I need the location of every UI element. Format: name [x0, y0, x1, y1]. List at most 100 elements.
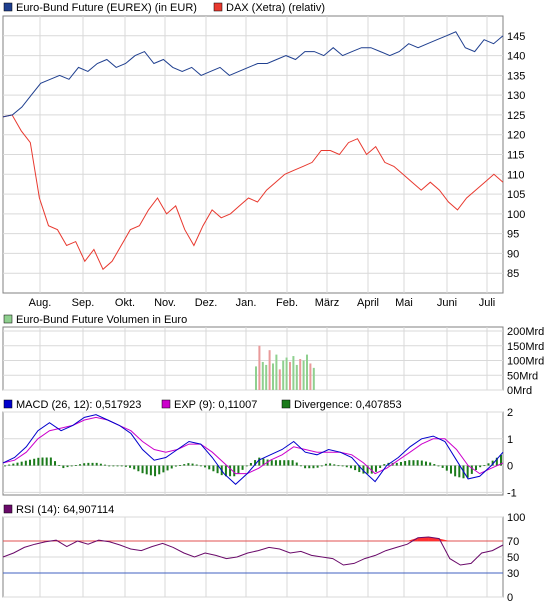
divergence-bar — [24, 460, 27, 466]
divergence-bar — [470, 465, 473, 474]
rsi-overbought-fill — [407, 537, 418, 541]
divergence-bar — [274, 460, 277, 466]
legend-label-exp: EXP (9): 0,11007 — [174, 399, 257, 411]
volume-bar — [295, 364, 298, 390]
volume-bar — [278, 369, 281, 390]
divergence-bar — [83, 463, 86, 466]
divergence-bar — [362, 465, 365, 474]
divergence-bar — [12, 463, 15, 466]
x-tick-label: Nov. — [154, 297, 176, 309]
price-y-tick-120: 120 — [507, 130, 525, 142]
divergence-bar — [295, 462, 298, 466]
volume-y-tick: 0Mrd — [507, 385, 532, 397]
divergence-bar — [404, 461, 407, 466]
volume-bar — [302, 360, 305, 390]
divergence-bar — [449, 465, 452, 474]
divergence-bar — [262, 458, 265, 466]
price-y-tick-110: 110 — [507, 169, 525, 181]
divergence-bar — [379, 465, 382, 469]
macd-y-tick-1: 1 — [507, 434, 513, 446]
divergence-bar — [20, 461, 23, 466]
divergence-bar — [199, 465, 202, 467]
divergence-bar — [204, 465, 207, 468]
volume-panel-frame — [2, 326, 504, 391]
divergence-bar — [33, 458, 36, 466]
divergence-bar — [95, 462, 98, 466]
price-y-tick-115: 115 — [507, 150, 525, 162]
divergence-bar — [341, 465, 344, 467]
bund-series-line — [2, 31, 504, 118]
rsi-overbought-fill — [56, 540, 67, 541]
divergence-bar — [445, 465, 448, 471]
divergence-bar — [412, 460, 415, 466]
volume-bar — [272, 363, 274, 390]
divergence-bar — [299, 465, 302, 467]
divergence-bar — [383, 464, 386, 466]
x-tick-label: April — [357, 297, 379, 309]
volume-bar — [292, 356, 295, 390]
macd-y-tick--1: -1 — [507, 487, 517, 499]
divergence-bar — [233, 465, 236, 477]
price-y-tick-85: 85 — [507, 268, 519, 280]
volume-bar — [309, 363, 312, 390]
divergence-bar — [458, 465, 461, 478]
divergence-bar — [312, 465, 315, 469]
divergence-bar — [324, 463, 327, 466]
divergence-bar — [304, 465, 307, 469]
divergence-bar — [137, 465, 140, 472]
divergence-bar — [74, 465, 77, 466]
price-y-tick-135: 135 — [507, 70, 525, 82]
legend-swatch-volume — [3, 314, 13, 324]
rsi-y-tick-30: 30 — [507, 568, 519, 580]
x-tick-label: Juli — [479, 297, 496, 309]
divergence-bar — [54, 461, 57, 466]
divergence-bar — [49, 457, 52, 466]
x-tick-label: Aug. — [29, 297, 52, 309]
divergence-bar — [258, 457, 261, 466]
price-y-tick-90: 90 — [507, 248, 519, 260]
divergence-bar — [270, 460, 273, 466]
divergence-bar — [316, 465, 319, 468]
divergence-bar — [474, 465, 477, 471]
divergence-bar — [166, 465, 169, 471]
divergence-bar — [229, 465, 232, 477]
volume-bar — [261, 361, 264, 390]
divergence-bar — [145, 465, 148, 475]
divergence-bar — [441, 465, 444, 468]
volume-y-tick: 100Mrd — [507, 356, 544, 368]
macd-series-line — [2, 414, 504, 485]
macd-y-tick-2: 2 — [507, 407, 513, 419]
divergence-bar — [374, 465, 377, 472]
rsi-overbought-fill — [439, 538, 450, 541]
x-tick-label: März — [315, 297, 339, 309]
dax-series-line — [2, 114, 504, 271]
volume-bar — [275, 354, 278, 390]
divergence-bar — [466, 465, 469, 478]
legend-label-macd: MACD (26, 12): 0,517923 — [16, 399, 141, 411]
divergence-bar — [245, 465, 248, 467]
divergence-bar — [366, 465, 369, 474]
divergence-bar — [408, 460, 411, 466]
divergence-bar — [500, 454, 502, 466]
divergence-bar — [437, 465, 440, 467]
divergence-bar — [279, 460, 282, 466]
divergence-bar — [29, 459, 32, 466]
divergence-bar — [58, 464, 61, 466]
divergence-bar — [354, 465, 357, 471]
divergence-bar — [195, 464, 198, 466]
divergence-bar — [70, 465, 73, 467]
volume-y-tick: 200Mrd — [507, 326, 544, 338]
divergence-bar — [291, 460, 294, 466]
divergence-bar — [170, 465, 173, 469]
volume-bar — [265, 364, 268, 390]
divergence-bar — [104, 464, 107, 466]
rsi-y-tick-50: 50 — [507, 552, 519, 564]
divergence-bar — [487, 463, 490, 466]
divergence-bar — [41, 457, 44, 466]
divergence-bar — [395, 462, 398, 466]
divergence-bar — [216, 465, 219, 474]
divergence-bar — [254, 460, 257, 466]
macd-panel-frame — [2, 411, 504, 496]
